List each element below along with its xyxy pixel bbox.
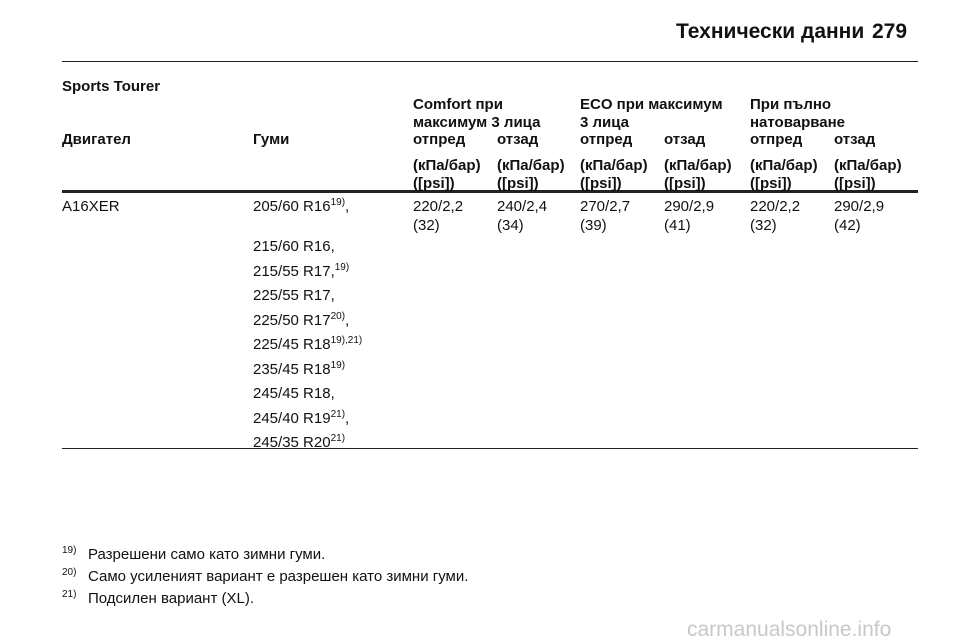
unit-label: ([psi]) [834, 175, 876, 192]
footnote-mark: 21) [62, 589, 77, 600]
unit-label: (кПа/бар) [834, 157, 902, 174]
pressure: (32) [413, 217, 440, 234]
unit-label: ([psi]) [413, 175, 455, 192]
footnote-text: Подсилен вариант (XL). [88, 590, 255, 607]
footnote-text: Разрешени само като зимни гуми. [88, 546, 326, 563]
top-rule [62, 61, 918, 62]
tire-size: 225/45 R1819),21) [253, 336, 362, 354]
section-title: Sports Tourer [62, 78, 161, 95]
group-header: ECO при максимум [580, 96, 723, 113]
group-header: При пълно [750, 96, 832, 113]
tire-text: 225/55 R17, [253, 287, 335, 304]
page-number: 279 [872, 20, 908, 43]
pressure: 290/2,9 [664, 198, 715, 215]
column-header: отзад [664, 131, 706, 148]
tire-size: 235/45 R1819) [253, 359, 346, 379]
footnote-ref: 21) [330, 433, 346, 444]
pressure: (42) [834, 217, 861, 234]
tire-size: 225/55 R17, [253, 287, 335, 305]
column-header: Двигател [62, 131, 131, 148]
tire-size: 215/60 R16, [253, 238, 335, 256]
tire-text: 235/45 R18 [253, 360, 331, 378]
tire-text: , [345, 198, 350, 215]
unit-label: (кПа/бар) [580, 157, 648, 174]
tire-text: 205/60 R16 [253, 198, 331, 215]
footnote-mark: 19) [62, 545, 77, 556]
pressure: (32) [750, 217, 777, 234]
pressure: 220/2,2 [413, 198, 464, 215]
pressure: (39) [580, 217, 607, 234]
unit-label: ([psi]) [497, 175, 539, 192]
tire-size: 225/50 R1720), [253, 310, 350, 330]
tire-text: 245/35 R20 [253, 434, 331, 451]
pressure: 270/2,7 [580, 198, 631, 215]
unit-label: (кПа/бар) [750, 157, 818, 174]
table-bottom-rule [62, 448, 918, 449]
unit-label: ([psi]) [750, 175, 792, 192]
tire-size: 245/35 R2021) [253, 434, 345, 452]
header-rule [62, 190, 918, 193]
group-header: натоварване [750, 114, 846, 131]
unit-label: (кПа/бар) [497, 157, 565, 174]
footnote-mark: 20) [62, 567, 77, 578]
footnote-ref: 19) [334, 261, 350, 273]
footnote-ref: 20) [330, 310, 346, 322]
tire-text: 215/55 R17, [253, 262, 335, 280]
tire-size: 245/45 R18, [253, 385, 335, 403]
unit-label: ([psi]) [580, 175, 622, 192]
pressure: 240/2,4 [497, 198, 548, 215]
tire-text: 225/45 R18 [253, 336, 331, 353]
tire-size: 205/60 R1619), [253, 198, 349, 216]
column-header: Гуми [253, 131, 290, 148]
tire-text: 215/60 R16, [253, 238, 335, 255]
column-header: отзад [834, 131, 876, 148]
group-header: 3 лица [580, 114, 630, 131]
column-header: отзад [497, 131, 539, 148]
column-header: отпред [413, 131, 466, 148]
footnote-ref: 21) [330, 408, 346, 420]
page-title: Технически данни [676, 20, 865, 43]
tire-text: 245/45 R18, [253, 385, 335, 402]
unit-label: ([psi]) [664, 175, 706, 192]
column-header: отпред [580, 131, 633, 148]
tire-size: 245/40 R1921), [253, 408, 350, 428]
footnote-ref: 19),21) [330, 335, 363, 346]
tire-text: 225/50 R17 [253, 311, 331, 329]
footnote-ref: 19) [330, 359, 346, 371]
group-header: максимум 3 лица [413, 114, 541, 131]
pressure: 220/2,2 [750, 198, 801, 215]
tire-text: , [345, 311, 350, 329]
pressure: (34) [497, 217, 524, 234]
footnote-ref: 19) [330, 197, 346, 208]
pressure: 290/2,9 [834, 198, 885, 215]
unit-label: (кПа/бар) [664, 157, 732, 174]
engine: A16XER [62, 198, 120, 215]
tire-size: 215/55 R17,19) [253, 261, 350, 281]
watermark: carmanualsonline.info [687, 618, 892, 641]
tire-text: , [345, 409, 350, 427]
group-header: Comfort при [413, 96, 503, 113]
footnote-text: Само усиленият вариант е разрешен като з… [88, 568, 469, 585]
column-header: отпред [750, 131, 803, 148]
pressure: (41) [664, 217, 691, 234]
tire-text: 245/40 R19 [253, 409, 331, 427]
unit-label: (кПа/бар) [413, 157, 481, 174]
